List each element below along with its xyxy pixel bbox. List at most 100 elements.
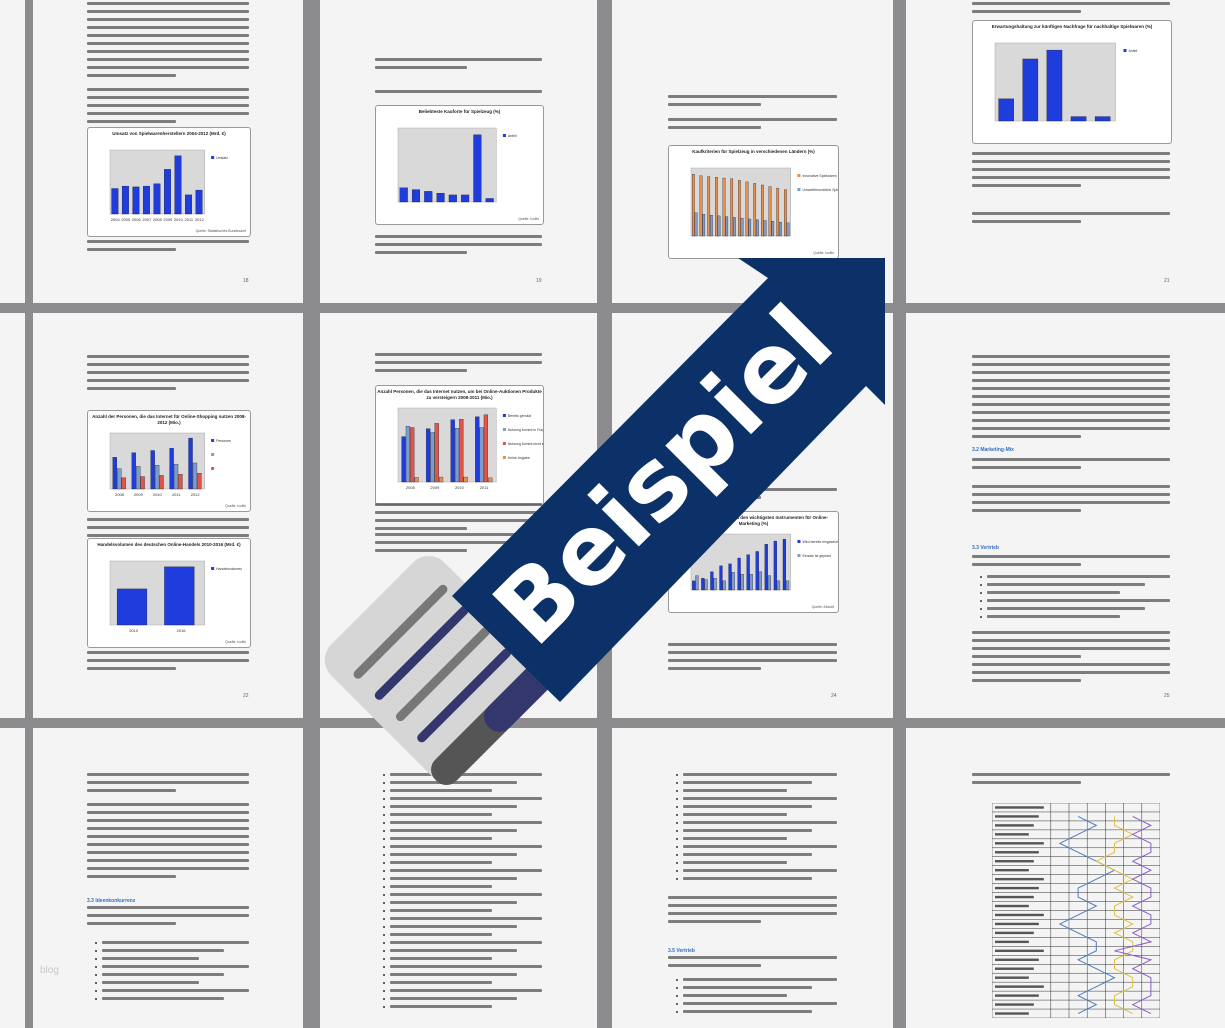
bullet-dot <box>676 790 678 792</box>
chart-source: Quelle: Icollis <box>518 217 539 221</box>
page-number: 21 <box>1164 278 1170 284</box>
text-line <box>668 896 837 899</box>
page-number: 19 <box>536 278 542 284</box>
bullet-dot <box>383 910 385 912</box>
x-tick-label: 2008 <box>153 217 163 222</box>
text-line <box>87 851 249 854</box>
text-line <box>87 651 249 654</box>
text-line <box>87 789 177 792</box>
bullet-dot <box>383 926 385 928</box>
bullet-text-line <box>390 829 517 832</box>
chart-bar <box>473 134 482 203</box>
table-row-label <box>995 895 1034 899</box>
profile-line <box>1114 815 1153 1014</box>
chart-bar <box>701 578 705 591</box>
bullet-dot <box>383 878 385 880</box>
text-line <box>972 493 1170 496</box>
bullet-dot <box>95 942 97 944</box>
text-line <box>87 835 249 838</box>
text-line <box>87 534 249 537</box>
bullet-dot <box>383 790 385 792</box>
chart-bar <box>188 437 193 490</box>
bullet-dot <box>383 958 385 960</box>
chart-bar <box>463 476 468 483</box>
text-line <box>972 363 1170 366</box>
bullet-text-line <box>390 981 492 984</box>
legend-label: Nutzung kommt in Frage <box>508 428 543 432</box>
text-line <box>972 355 1170 358</box>
bullet-dot <box>383 990 385 992</box>
legend-swatch <box>1123 49 1127 52</box>
chart-bar <box>710 214 713 237</box>
text-line <box>87 96 249 99</box>
bullet-text-line <box>390 933 492 936</box>
chart-plot: 2004 2005 2006 2007 2008 2009 2010 2011 2012 Umsa… <box>109 149 246 233</box>
text-line <box>972 2 1170 5</box>
chart-bar <box>782 538 786 591</box>
chart-bar <box>132 186 140 215</box>
page-edge <box>0 0 25 303</box>
legend-swatch <box>211 567 215 570</box>
chart-bar <box>740 218 744 237</box>
chart-bar <box>399 187 408 203</box>
text-line <box>375 58 542 61</box>
x-tick-label: 2012 <box>191 492 201 497</box>
text-line <box>668 964 761 967</box>
bullet-text-line <box>390 997 517 1000</box>
bullet-text-line <box>390 973 517 976</box>
chart-bar <box>142 185 150 215</box>
x-tick-label: 2012 <box>195 217 205 222</box>
text-line <box>668 118 837 121</box>
text-line <box>375 361 542 364</box>
chart-bar <box>153 183 161 215</box>
chart-bar <box>424 191 433 203</box>
chart-bar <box>733 217 736 237</box>
chart-bar <box>488 477 493 483</box>
x-tick-label: 2011 <box>172 492 181 497</box>
bullet-text-line <box>390 949 517 952</box>
text-line <box>972 411 1170 414</box>
legend-swatch <box>502 414 506 417</box>
x-tick-label: 2010 <box>455 485 465 490</box>
chart-bar <box>448 194 457 203</box>
chart-bar <box>725 216 729 237</box>
x-tick-label: 2009 <box>134 492 144 497</box>
text-line <box>87 781 249 784</box>
table-row-label <box>995 922 1039 926</box>
chart-bar <box>430 432 435 483</box>
bullet-dot <box>383 974 385 976</box>
chart-frame: Anzahl Personen, die das Internet nutzen… <box>375 385 544 505</box>
chart-source: Quelle: Icollis <box>225 640 246 644</box>
x-tick-label: 2004 <box>111 217 121 222</box>
table-row-label <box>995 913 1044 917</box>
chart-bar <box>140 476 145 490</box>
bullet-text-line <box>683 845 837 848</box>
chart-bar <box>459 419 464 483</box>
bullet-text-line <box>390 925 517 928</box>
chart-bar <box>715 177 718 237</box>
text-line <box>668 126 761 129</box>
text-line <box>375 243 542 246</box>
chart-bar <box>748 218 752 237</box>
chart-bar <box>154 465 160 490</box>
chart-bar <box>405 426 411 483</box>
chart-frame: Beliebteste Kauforte für Spielzeug (%) An… <box>375 105 544 225</box>
chart-bar <box>756 219 759 237</box>
text-line <box>87 906 249 909</box>
chart-bar <box>483 414 488 483</box>
text-line <box>87 518 249 521</box>
table-row-label <box>995 931 1034 935</box>
chart-bar <box>438 476 444 483</box>
page-number: 25 <box>1164 693 1170 699</box>
table-row-label <box>995 1003 1034 1006</box>
chart-bar <box>169 448 174 490</box>
bullet-dot <box>676 814 678 816</box>
legend-label: Handelsvolumen <box>216 567 242 571</box>
chart-bar <box>773 540 777 591</box>
text-line <box>972 458 1170 461</box>
chart-source: Quelle: Icollis <box>813 251 834 255</box>
chart-bar <box>436 192 445 203</box>
text-line <box>972 387 1170 390</box>
chart-bar <box>121 185 129 215</box>
